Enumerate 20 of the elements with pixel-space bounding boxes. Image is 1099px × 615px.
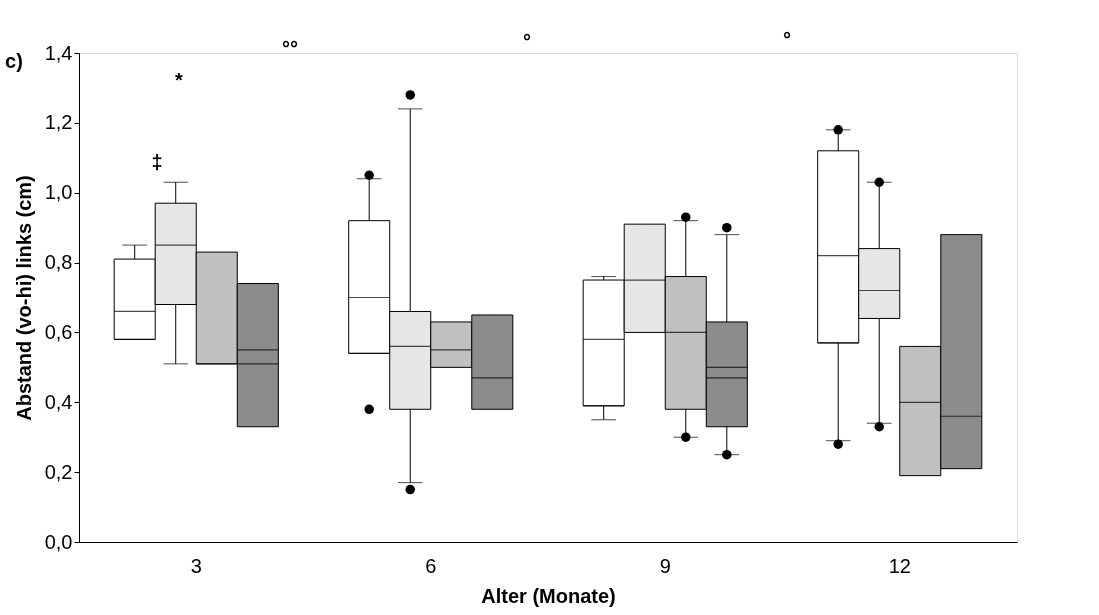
y-tick-label: 1,0 bbox=[44, 181, 73, 204]
text: c) bbox=[5, 50, 23, 72]
y-tick-label: 0,6 bbox=[44, 320, 73, 343]
text: ° bbox=[523, 30, 531, 52]
y-axis-title: Abstand (vo-hi) links (cm) bbox=[12, 175, 35, 421]
x-tick-label: 12 bbox=[888, 554, 911, 577]
x-axis-title: Alter (Monate) bbox=[481, 584, 616, 607]
x-tick-label: 3 bbox=[190, 554, 202, 577]
x-tick-label: 6 bbox=[425, 554, 437, 577]
y-tick-label: 0,2 bbox=[44, 460, 73, 483]
y-tick-label: 0,4 bbox=[44, 390, 73, 413]
annotation: * bbox=[175, 69, 184, 91]
y-tick-label: 0,0 bbox=[44, 530, 73, 553]
y-tick-label: 0,8 bbox=[44, 251, 73, 274]
y-tick-label: 1,4 bbox=[44, 41, 73, 64]
y-tick-label: 1,2 bbox=[44, 111, 73, 134]
annotation: °° bbox=[282, 37, 298, 59]
x-tick-label: 9 bbox=[659, 554, 671, 577]
text: ° bbox=[783, 28, 791, 50]
annotation: ‡ bbox=[151, 151, 163, 173]
